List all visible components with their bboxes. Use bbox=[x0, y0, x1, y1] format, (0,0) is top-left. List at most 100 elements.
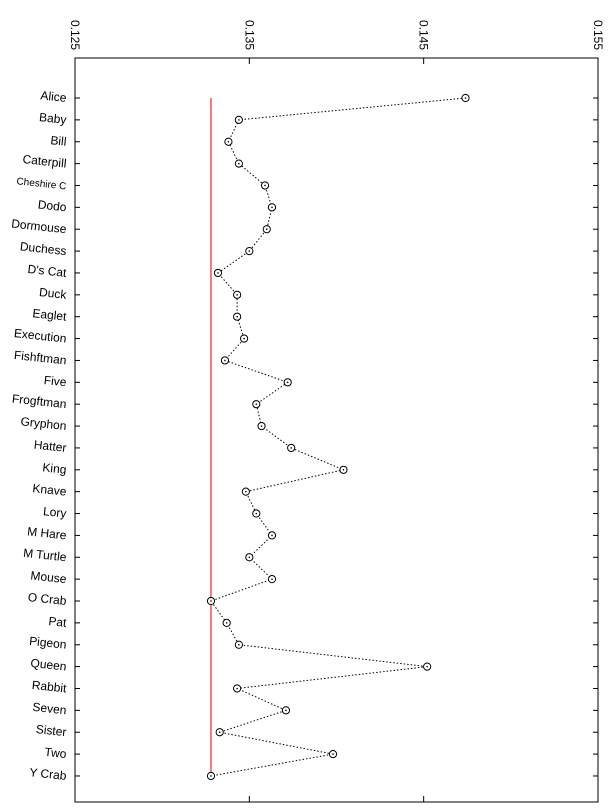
data-point bbox=[222, 618, 231, 627]
category-label: Dormouse bbox=[11, 216, 68, 236]
category-label: Knave bbox=[32, 481, 68, 499]
data-point-center bbox=[255, 403, 258, 405]
category-label: Y Crab bbox=[29, 765, 68, 783]
x-tick-label: 0.125 bbox=[68, 20, 82, 50]
x-tick-label: 0.145 bbox=[417, 20, 431, 50]
category-label: Hatter bbox=[33, 438, 67, 455]
category-label: Mouse bbox=[30, 568, 68, 586]
category-label: Cheshire C bbox=[16, 176, 67, 192]
category-label: M Turtle bbox=[23, 546, 68, 564]
data-point-center bbox=[342, 468, 345, 471]
data-point-center bbox=[255, 512, 258, 515]
category-label: Bill bbox=[50, 133, 67, 149]
data-point bbox=[267, 203, 277, 212]
category-label: Rabbit bbox=[31, 678, 68, 696]
category-label: Frogftman bbox=[11, 392, 67, 412]
data-point bbox=[233, 312, 242, 321]
data-point-center bbox=[260, 425, 263, 427]
data-point-center bbox=[236, 294, 238, 296]
category-label: Queen bbox=[30, 656, 67, 674]
category-label: Fishftman bbox=[13, 348, 67, 367]
category-label: Pat bbox=[48, 614, 68, 630]
x-tick-label: 0.155 bbox=[591, 20, 605, 50]
data-point-center bbox=[238, 119, 240, 121]
category-label: Alice bbox=[40, 88, 68, 105]
x-tick-label: 0.135 bbox=[242, 20, 256, 50]
plot-frame bbox=[74, 57, 599, 803]
category-label: Seven bbox=[32, 700, 67, 717]
data-point-center bbox=[265, 228, 268, 231]
data-point-center bbox=[243, 337, 245, 340]
data-point-center bbox=[217, 272, 219, 274]
data-point bbox=[283, 378, 292, 387]
category-label: Caterpill bbox=[22, 152, 67, 171]
data-point bbox=[241, 487, 250, 496]
data-point bbox=[233, 290, 242, 299]
data-point-center bbox=[271, 578, 273, 580]
data-point-center bbox=[236, 315, 238, 318]
data-point bbox=[206, 596, 216, 606]
data-point-center bbox=[210, 775, 212, 777]
category-label: O Crab bbox=[27, 590, 67, 608]
category-label: Baby bbox=[38, 110, 67, 127]
category-label: Five bbox=[43, 373, 67, 389]
data-point bbox=[328, 750, 338, 759]
data-point-center bbox=[464, 97, 467, 99]
data-point bbox=[287, 443, 296, 453]
data-point bbox=[220, 356, 230, 365]
category-label: Eaglet bbox=[32, 306, 68, 324]
data-point-center bbox=[285, 709, 287, 712]
category-label: Sister bbox=[35, 722, 67, 739]
data-point bbox=[234, 159, 243, 168]
data-point bbox=[245, 553, 254, 562]
category-label: Pigeon bbox=[29, 634, 68, 652]
data-point-center bbox=[332, 753, 334, 755]
category-label: Duck bbox=[38, 285, 68, 302]
data-point bbox=[252, 509, 261, 518]
category-label: Execution bbox=[13, 326, 67, 345]
category-label: D's Cat bbox=[27, 262, 68, 280]
data-point bbox=[257, 421, 266, 431]
data-point bbox=[224, 137, 233, 146]
data-point bbox=[233, 684, 242, 693]
data-point-center bbox=[248, 556, 251, 559]
data-point-center bbox=[248, 250, 251, 252]
data-point bbox=[240, 334, 249, 343]
category-label: M Hare bbox=[27, 524, 68, 542]
data-point bbox=[206, 771, 216, 781]
data-point bbox=[234, 640, 243, 649]
category-label: Dodo bbox=[37, 197, 67, 214]
data-point bbox=[213, 268, 223, 278]
data-point-center bbox=[225, 622, 228, 624]
data-point bbox=[260, 181, 270, 190]
series-line bbox=[210, 97, 466, 777]
data-point-center bbox=[238, 643, 240, 646]
data-point bbox=[267, 531, 277, 540]
category-label: Two bbox=[44, 745, 68, 761]
data-point-center bbox=[271, 206, 273, 209]
data-point bbox=[423, 662, 432, 671]
data-point bbox=[262, 225, 271, 234]
data-point-center bbox=[210, 600, 212, 602]
data-point-center bbox=[426, 665, 428, 668]
data-point bbox=[215, 728, 224, 737]
data-point-center bbox=[238, 162, 240, 165]
category-label: Duchess bbox=[19, 239, 67, 258]
data-point bbox=[245, 246, 254, 256]
data-point bbox=[281, 706, 291, 715]
category-label: Gryphon bbox=[20, 414, 67, 433]
data-point-center bbox=[271, 534, 273, 537]
data-point bbox=[461, 93, 470, 103]
data-point-center bbox=[286, 381, 289, 384]
data-point bbox=[267, 575, 277, 584]
data-point bbox=[252, 400, 261, 409]
category-label: King bbox=[42, 460, 67, 476]
data-point-center bbox=[264, 184, 266, 187]
data-point-center bbox=[224, 359, 226, 362]
data-point-center bbox=[227, 140, 230, 143]
data-point-center bbox=[290, 447, 292, 449]
data-point-center bbox=[218, 731, 221, 734]
data-point bbox=[234, 115, 243, 124]
data-point-center bbox=[245, 490, 247, 493]
